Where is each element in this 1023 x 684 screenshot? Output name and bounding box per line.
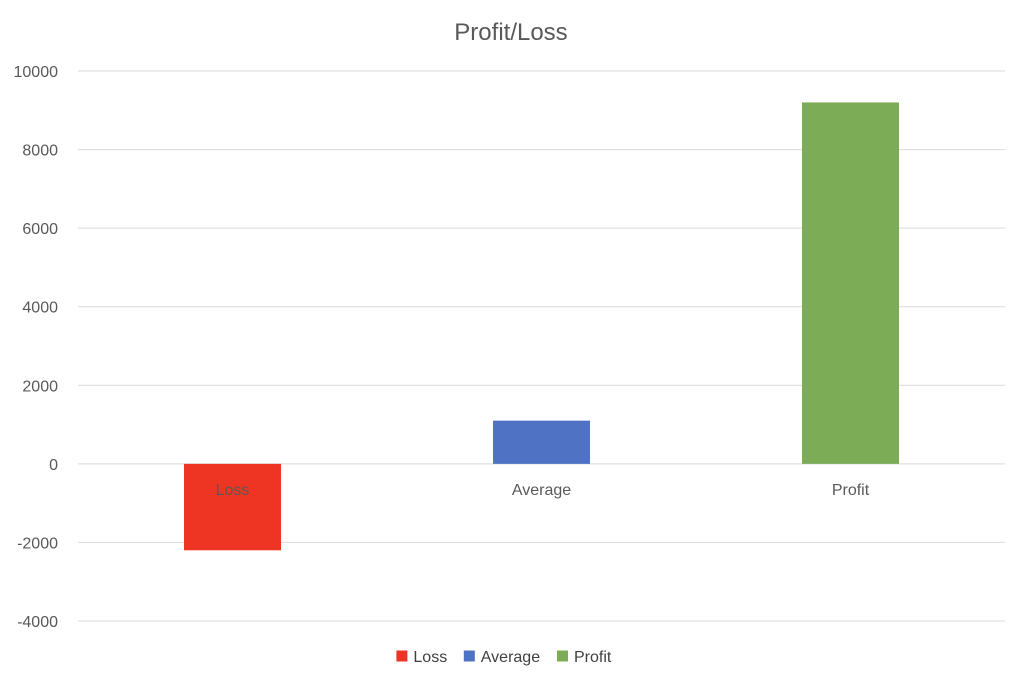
bar-loss [184,463,281,551]
legend-label: Loss [413,649,447,666]
y-tick-label: 0 [49,457,58,474]
y-axis-ticks: -4000 -2000 0 2000 4000 6000 8000 10000 [14,64,59,631]
legend-label: Average [481,649,540,666]
y-tick-label: -2000 [17,535,58,552]
category-label: Average [512,482,571,499]
legend-swatch-loss [396,650,408,662]
legend-swatch-average [463,650,475,662]
y-tick-label: 2000 [22,378,58,395]
category-label: Profit [832,482,870,499]
legend-swatch-profit [557,650,568,662]
legend-label: Profit [574,649,612,666]
bar-profit [802,102,899,464]
legend: Loss Average Profit [396,649,612,666]
y-tick-label: 8000 [22,143,58,160]
chart-title: Profit/Loss [454,19,567,46]
bars [184,102,899,551]
y-tick-label: -4000 [17,614,58,631]
y-tick-label: 4000 [22,300,58,317]
category-label: Loss [216,482,250,499]
category-labels: Loss Average Profit [216,482,870,499]
y-tick-label: 6000 [22,221,58,238]
bar-average [493,420,590,464]
y-tick-label: 10000 [14,64,59,81]
